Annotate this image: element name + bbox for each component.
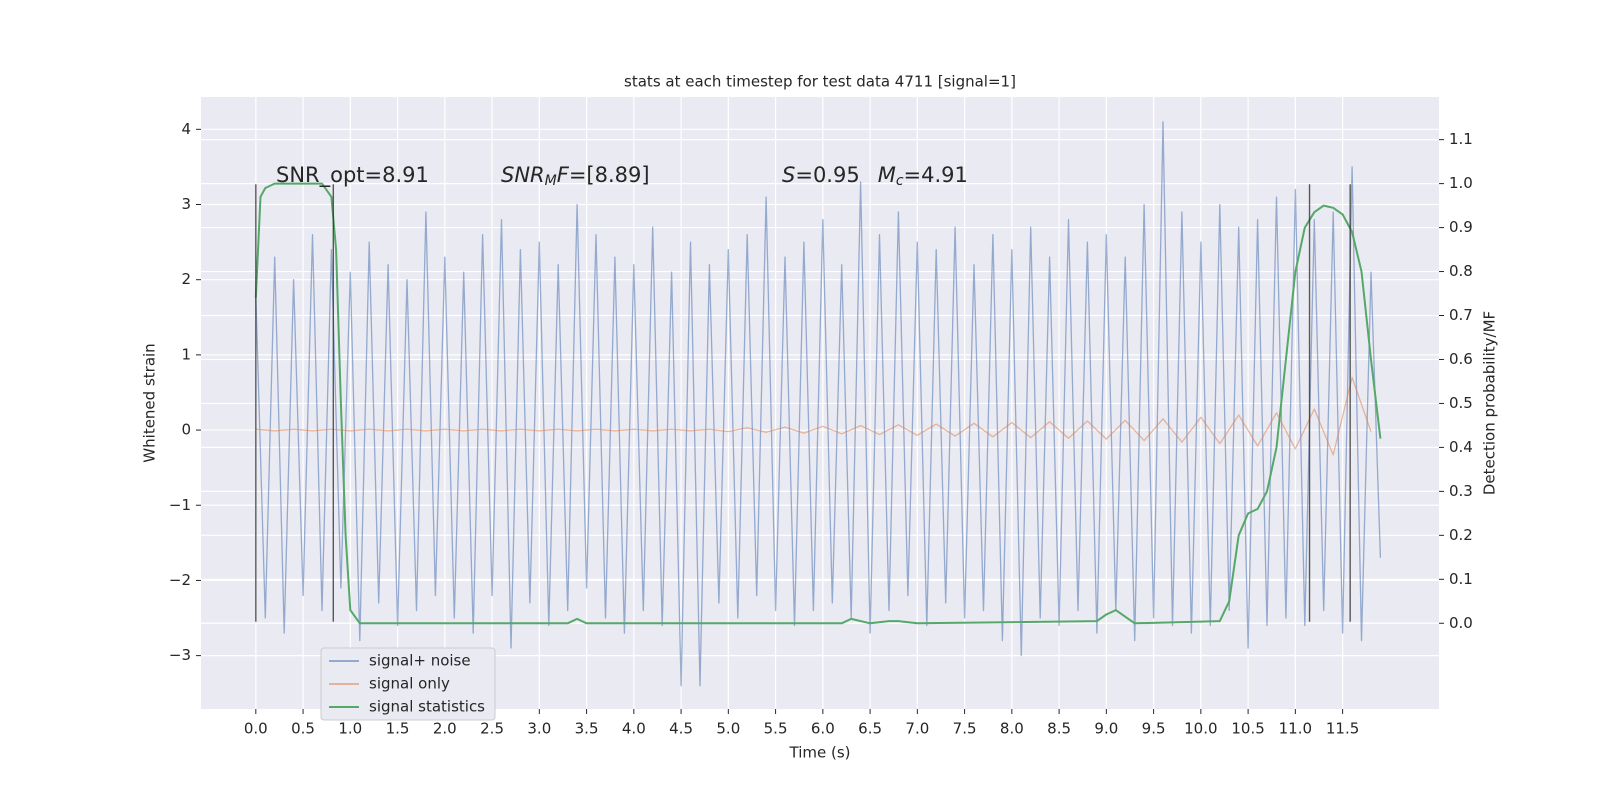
legend-label: signal statistics: [369, 698, 485, 716]
annotation: SNRMF=[8.89]: [501, 163, 650, 189]
annotation-part: =[8.89]: [569, 163, 650, 187]
annotations: SNR_opt=8.91 SNRMF=[8.89] S=0.95 Mc=4.91: [276, 163, 968, 189]
series-line: [255, 121, 1382, 687]
legend-box: [320, 647, 496, 721]
y-tick-label: 2: [181, 270, 191, 288]
x-tick-label: 8.5: [1047, 720, 1071, 738]
y-tick-label: −2: [169, 571, 191, 589]
annotation-part: F: [557, 163, 570, 187]
x-tick-label: 5.0: [716, 720, 740, 738]
series-line: [254, 182, 1382, 625]
x-tick-label: 2.5: [480, 720, 504, 738]
x-tick-label: 0.5: [291, 720, 315, 738]
x-tick-label: 11.5: [1326, 720, 1359, 738]
chart-title: stats at each timestep for test data 471…: [624, 73, 1016, 91]
x-tick-label: 0.0: [244, 720, 268, 738]
x-tick-label: 8.0: [1000, 720, 1024, 738]
x-tick-label: 3.0: [527, 720, 551, 738]
y-tick-label: 0: [181, 421, 191, 439]
annotation-part: =4.91: [904, 163, 968, 187]
y-tick-label: 1: [181, 345, 191, 363]
y2-tick-label: 0.1: [1449, 570, 1473, 588]
y2-tick-label: 0.3: [1449, 482, 1473, 500]
y-tick-label: −1: [169, 496, 191, 514]
x-tick-label: 10.5: [1231, 720, 1264, 738]
annotation-part: c: [896, 173, 904, 189]
x-tick-label: 3.5: [575, 720, 599, 738]
x-tick-label: 2.0: [433, 720, 457, 738]
x-tick-label: 7.5: [953, 720, 977, 738]
x-tick-label: 11.0: [1279, 720, 1312, 738]
annotation: SNR_opt=8.91: [276, 163, 429, 188]
y2-tick-label: 0.0: [1449, 614, 1473, 632]
x-tick-label: 1.0: [338, 720, 362, 738]
y2-tick-label: 0.2: [1449, 526, 1473, 544]
x-tick-label: 9.5: [1142, 720, 1166, 738]
x-tick-label: 4.0: [622, 720, 646, 738]
y-axis-label: Whitened strain: [141, 343, 159, 462]
annotation-part: =0.95: [795, 163, 859, 187]
y-tick-label: −3: [169, 646, 191, 664]
x-tick-label: 4.5: [669, 720, 693, 738]
y2-tick-label: 0.8: [1449, 262, 1473, 280]
annotation-part: S: [782, 163, 795, 187]
legend: signal+ noise signal only signal statistic…: [320, 647, 496, 721]
annotation-part: M: [878, 163, 896, 187]
y-tick-label: 4: [181, 120, 191, 138]
annotation: S=0.95 Mc=4.91: [782, 163, 968, 189]
y2-tick-label: 0.7: [1449, 306, 1473, 324]
y-tick-label: 3: [181, 195, 191, 213]
y2-tick-label: 0.4: [1449, 438, 1473, 456]
x-tick-label: 10.0: [1184, 720, 1217, 738]
y2-tick-label: 0.6: [1449, 350, 1473, 368]
annotation-part: M: [545, 173, 557, 189]
legend-label: signal+ noise: [369, 652, 471, 670]
y2-tick-label: 0.5: [1449, 394, 1473, 412]
marks: [254, 121, 1382, 687]
x-tick-label: 6.5: [858, 720, 882, 738]
x-tick-label: 7.0: [905, 720, 929, 738]
y2-tick-label: 1.1: [1449, 130, 1473, 148]
annotation-part: SNR: [501, 163, 545, 187]
y2-tick-label: 1.0: [1449, 174, 1473, 192]
x-tick-label: 9.0: [1094, 720, 1118, 738]
legend-label: signal only: [369, 675, 450, 693]
series-line: [255, 376, 1372, 456]
y2-axis-label: Detection probability/MF: [1481, 311, 1499, 495]
x-tick-label: 5.5: [764, 720, 788, 738]
x-axis-label: Time (s): [789, 744, 851, 762]
x-tick-label: 6.0: [811, 720, 835, 738]
x-tick-label: 1.5: [386, 720, 410, 738]
annotation-part: SNR_opt=8.91: [276, 163, 429, 188]
y2-tick-label: 0.9: [1449, 218, 1473, 236]
